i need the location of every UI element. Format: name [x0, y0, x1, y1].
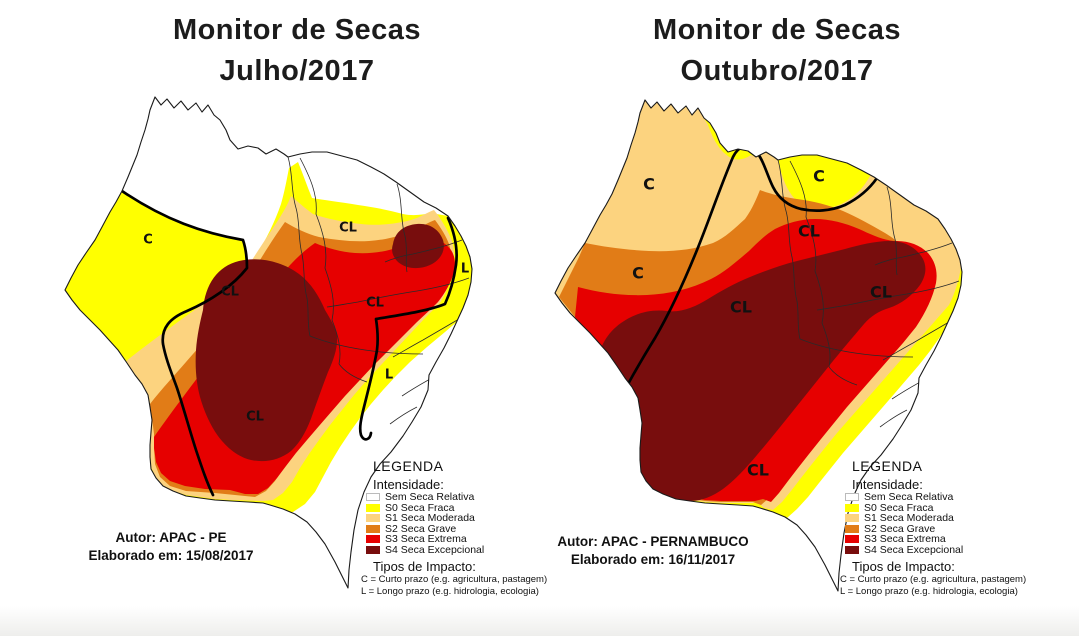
impact-type-line: L = Longo prazo (e.g. hidrologia, ecolog…: [361, 586, 539, 597]
legend-swatch: [366, 514, 380, 523]
legend-items: Sem Seca Relativa S0 Seca Fraca S1 Seca Mo…: [361, 491, 546, 556]
legend-item: S1 Seca Moderada: [361, 512, 546, 525]
drought-map-october: C C C CL CL CL CL: [545, 95, 1005, 595]
drought-map-july: C CL CL CL CL L L: [55, 92, 515, 592]
legend-item: S3 Seca Extrema: [361, 533, 546, 546]
impact-zone-label-c: C: [813, 166, 825, 186]
legend-item: Sem Seca Relativa: [840, 491, 1025, 504]
legend-swatch: [366, 493, 380, 502]
impact-type-title: Tipos de Impacto:: [373, 559, 476, 574]
legend-item: S0 Seca Fraca: [840, 501, 1025, 514]
legend-intensity-title: Intensidade:: [373, 477, 444, 492]
legend-swatch: [845, 493, 859, 502]
legend-item-label: S3 Seca Extrema: [385, 533, 467, 546]
drought-map-october-svg: [554, 99, 963, 592]
impact-zone-label-cl: CL: [870, 282, 892, 302]
legend-swatch: [366, 545, 380, 554]
legend-item: S2 Seca Grave: [840, 522, 1025, 535]
legend-item-label: S0 Seca Fraca: [385, 501, 455, 514]
author-line: Autor: APAC - PERNAMBUCO: [557, 534, 749, 549]
region-outline: [64, 96, 473, 589]
legend-item-label: S4 Seca Excepcional: [864, 543, 964, 556]
legend-item: S4 Seca Excepcional: [361, 543, 546, 556]
elaborated-line: Elaborado em: 16/11/2017: [570, 552, 736, 567]
impact-zone-label-cl: CL: [339, 220, 357, 236]
impact-zone-label-cl: CL: [747, 460, 769, 480]
impact-zone-label-c: C: [143, 232, 153, 248]
impact-type-lines: C = Curto prazo (e.g. agricultura, pasta…: [840, 574, 1027, 598]
legend-swatch: [845, 535, 859, 544]
legend-item: S0 Seca Fraca: [361, 501, 546, 514]
title-july-line1: Monitor de Secas: [172, 14, 422, 46]
impact-zone-label-cl: CL: [246, 409, 264, 425]
impact-type-line: C = Curto prazo (e.g. agricultura, pasta…: [361, 574, 548, 585]
legend-item: S2 Seca Grave: [361, 522, 546, 535]
legend-item-label: S2 Seca Grave: [385, 522, 457, 535]
impact-zone-label-cl: CL: [798, 221, 820, 241]
legend-item-label: Sem Seca Relativa: [864, 491, 954, 504]
legend-item-label: S4 Seca Excepcional: [385, 543, 485, 556]
legend-swatch: [366, 524, 380, 533]
legend-item-label: S1 Seca Moderada: [385, 512, 475, 525]
legend-item-label: Sem Seca Relativa: [385, 491, 475, 504]
legend-items: Sem Seca Relativa S0 Seca Fraca S1 Seca Mo…: [840, 491, 1025, 556]
legend-title: LEGENDA: [373, 458, 444, 474]
legend-item: Sem Seca Relativa: [361, 491, 546, 504]
layer-s4-seca-excepcional: [195, 259, 338, 462]
drought-map-july-svg: [64, 96, 473, 589]
author-block-july: Autor: APAC - PE Elaborado em: 15/08/201…: [31, 529, 311, 565]
legend-item: S1 Seca Moderada: [840, 512, 1025, 525]
impact-zone-label-l: L: [460, 261, 470, 277]
impact-zone-label-c: C: [632, 263, 644, 283]
impact-zone-label-cl: CL: [730, 297, 752, 317]
title-october-line2: Outubro/2017: [680, 55, 874, 87]
impact-type-line: C = Curto prazo (e.g. agricultura, pasta…: [840, 574, 1027, 585]
title-july-line2: Julho/2017: [219, 55, 375, 87]
legend-box-july: LEGENDA Intensidade: Sem Seca Relativa S0…: [361, 458, 548, 598]
author-block-october: Autor: APAC - PERNAMBUCO Elaborado em: 1…: [513, 533, 793, 569]
legend-swatch: [366, 503, 380, 512]
footer-strip: [0, 606, 1079, 636]
title-july: Monitor de Secas Julho/2017: [97, 10, 497, 92]
impact-zone-label-c: C: [643, 174, 655, 194]
impact-type-title: Tipos de Impacto:: [852, 559, 955, 574]
title-october-line1: Monitor de Secas: [652, 14, 902, 46]
legend-swatch: [845, 503, 859, 512]
impact-zone-label-cl: CL: [366, 295, 384, 311]
impact-type-lines: C = Curto prazo (e.g. agricultura, pasta…: [361, 574, 548, 598]
legend-item: S3 Seca Extrema: [840, 533, 1025, 546]
author-line: Autor: APAC - PE: [115, 530, 227, 545]
legend-swatch: [845, 514, 859, 523]
impact-type-line: L = Longo prazo (e.g. hidrologia, ecolog…: [840, 586, 1018, 597]
impact-contours: [120, 189, 458, 497]
legend-intensity-title: Intensidade:: [852, 477, 923, 492]
state-borders: [287, 156, 470, 425]
region-outline: [554, 99, 963, 592]
legend-swatch: [366, 535, 380, 544]
legend-swatch: [845, 524, 859, 533]
elaborated-line: Elaborado em: 15/08/2017: [88, 548, 254, 563]
legend-item-label: S1 Seca Moderada: [864, 512, 954, 525]
legend-title: LEGENDA: [852, 458, 923, 474]
legend-item-label: S3 Seca Extrema: [864, 533, 946, 546]
legend-item: S4 Seca Excepcional: [840, 543, 1025, 556]
legend-item-label: S2 Seca Grave: [864, 522, 936, 535]
title-october: Monitor de Secas Outubro/2017: [577, 10, 977, 92]
impact-zone-label-l: L: [384, 367, 394, 383]
legend-swatch: [845, 545, 859, 554]
legend-box-october: LEGENDA Intensidade: Sem Seca Relativa S0…: [840, 458, 1027, 598]
impact-zone-label-cl: CL: [221, 284, 239, 300]
legend-item-label: S0 Seca Fraca: [864, 501, 934, 514]
